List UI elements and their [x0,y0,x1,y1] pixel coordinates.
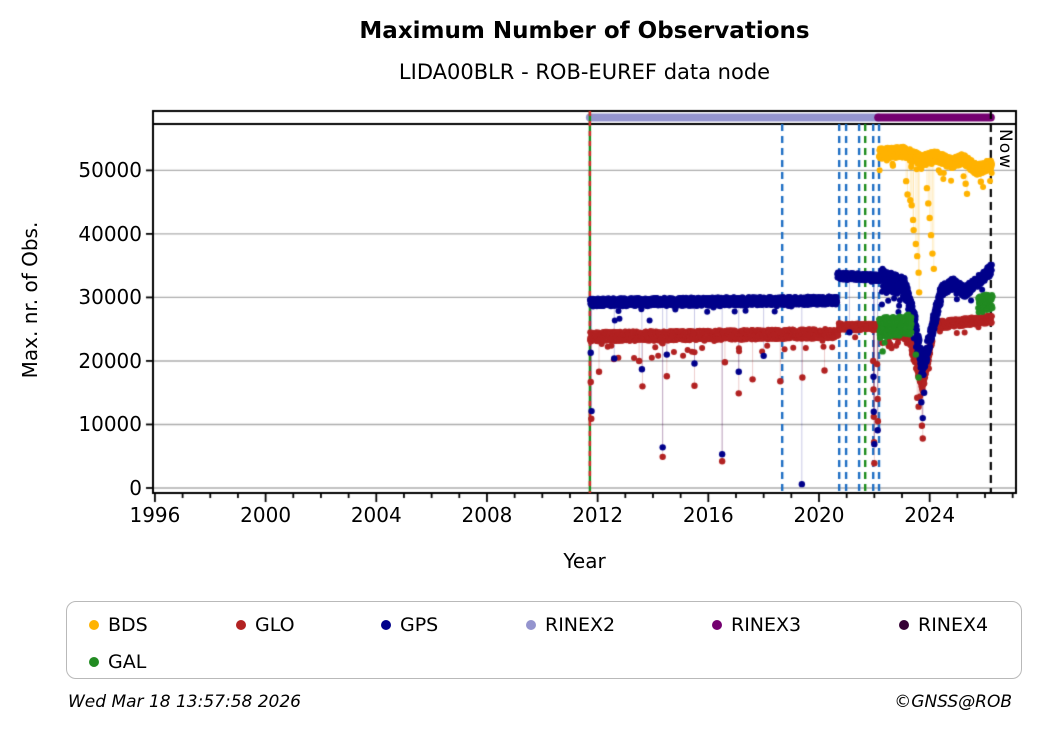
legend-label: BDS [108,614,148,636]
gal-marker-icon [89,657,99,667]
legend-label: RINEX2 [545,614,616,636]
x-tick-label: 2000 [240,503,292,527]
y-tick-label: 40000 [78,221,142,246]
x-tick-label: 2020 [793,503,845,527]
legend-item-gps: GPS [381,614,438,636]
y-tick-label: 20000 [78,348,142,373]
legend-label: RINEX3 [731,614,802,636]
legend-label: GPS [400,614,439,636]
x-tick-label: 2008 [461,503,513,527]
chart-title: Maximum Number of Observations [359,18,810,44]
legend-label: GAL [108,651,147,673]
legend-item-rinex2: RINEX2 [526,614,615,636]
glo-marker-icon [236,620,246,630]
x-tick-label: 2012 [572,503,624,527]
legend-item-rinex4: RINEX4 [899,614,988,636]
x-tick-label: 2004 [350,503,402,527]
now-line-label: Now [995,129,1015,170]
copyright-credit: ©GNSS@ROB [894,692,1012,712]
legend-item-gal: GAL [89,651,146,673]
y-tick-label: 30000 [78,285,142,310]
legend-box: BDS GLO GPS RINEX2 RINEX3 RINEX4 GAL [66,601,1022,679]
legend-item-glo: GLO [236,614,295,636]
rinex4-marker-icon [899,620,909,630]
plot-canvas [0,0,1040,600]
x-tick-label: 1996 [129,503,181,527]
legend-label: RINEX4 [918,614,989,636]
x-axis-label: Year [563,549,606,573]
legend-item-rinex3: RINEX3 [712,614,801,636]
y-tick-label: 50000 [78,158,142,183]
x-tick-label: 2016 [682,503,734,527]
y-axis-label: Max. nr. of Obs. [18,221,42,379]
bds-marker-icon [89,620,99,630]
x-tick-label: 2024 [904,503,956,527]
y-tick-label: 10000 [78,412,142,437]
chart-subtitle: LIDA00BLR - ROB-EUREF data node [398,60,771,84]
plot-timestamp: Wed Mar 18 13:57:58 2026 [68,692,301,712]
rinex2-marker-icon [526,620,536,630]
rinex3-marker-icon [712,620,722,630]
y-tick-label: 0 [129,475,142,500]
gps-marker-icon [381,620,391,630]
legend-item-bds: BDS [89,614,148,636]
legend-label: GLO [255,614,295,636]
